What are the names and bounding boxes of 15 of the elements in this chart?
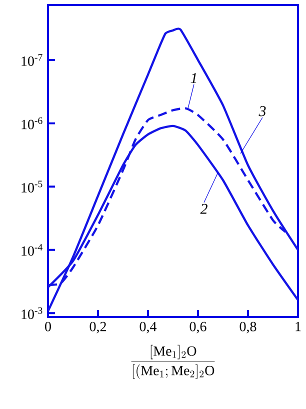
annotation: 2 <box>200 204 208 214</box>
y-tick-label: 10$^{-4}$ <box>22 244 42 256</box>
x-tick-label: 0,8 <box>240 322 256 334</box>
y-tick-label: 10$^{-3}$ <box>22 307 42 320</box>
x-tick-label: 0,4 <box>140 322 156 334</box>
x-tick-label: 0,2 <box>90 322 106 334</box>
x-tick-label: 1 <box>296 322 301 332</box>
x-tick-label: 0 <box>44 322 51 332</box>
x-tick-label: 0,6 <box>190 322 206 334</box>
y-tick-label: 10$^{-5}$ <box>22 180 42 192</box>
y-tick-label: 10$^{-7}$ <box>22 54 42 66</box>
annotation: 3 <box>258 106 266 116</box>
annotation: 1 <box>190 73 196 84</box>
y-tick-label: 10$^{-6}$ <box>22 117 42 130</box>
x-axis-title: $\frac{[\mathrm{Me}_1]_2\mathrm{O}}{[(\mathrm{Me}_1;\mathrm{Me}_2]_2\mathrm{O}}$ <box>131 344 215 379</box>
